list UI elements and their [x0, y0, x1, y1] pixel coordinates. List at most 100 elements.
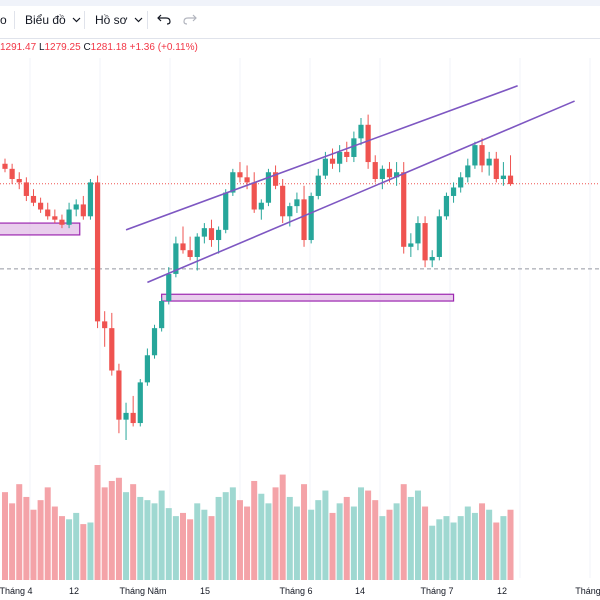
candle-body [344, 151, 350, 157]
candle-body [94, 182, 101, 322]
candle-body [429, 256, 435, 261]
candle-body [265, 172, 272, 203]
volume-bar [251, 480, 258, 580]
candle-body [159, 301, 165, 329]
candle-body [30, 195, 37, 203]
candle-body [358, 124, 364, 139]
volume-bar [443, 516, 450, 580]
tab-fragment[interactable]: o [0, 10, 7, 30]
time-axis-label: Tháng 6 [279, 586, 312, 596]
redo-icon[interactable] [183, 13, 197, 25]
chart-menu-button[interactable]: Biểu đồ [25, 10, 81, 30]
time-axis-label: 14 [355, 586, 365, 596]
volume-bar [108, 480, 115, 580]
candle-body [16, 179, 22, 183]
volume-bar [286, 496, 293, 580]
volume-bar [272, 487, 279, 580]
volume-bar [350, 506, 357, 580]
volume-bar [493, 522, 500, 580]
volume-bar [80, 524, 87, 580]
volume-bar [464, 506, 471, 580]
candle-body [73, 204, 79, 210]
time-axis-label: Tháng 7 [420, 586, 453, 596]
candle-body [379, 168, 385, 180]
volume-bar [194, 503, 201, 580]
ohlc-close: 1281.18 [90, 42, 127, 53]
time-axis-label: Tháng Năm [119, 586, 166, 596]
candle-body [329, 158, 336, 164]
candle-body [244, 177, 250, 183]
volume-bar [315, 500, 322, 580]
price-chart[interactable]: Tháng 4 12 Tháng Năm 15 Tháng 6 14 Tháng 7 12 Th… [0, 38, 600, 600]
volume-bar [123, 492, 130, 580]
candle-body [194, 236, 200, 257]
support-zones[interactable] [0, 222, 455, 302]
candle-body [237, 172, 243, 178]
volume-bar [165, 508, 172, 580]
toolbar-divider [14, 11, 15, 29]
candle-body [2, 163, 8, 169]
undo-icon[interactable] [157, 13, 171, 25]
volume-bar [479, 503, 486, 580]
volume-bar [37, 500, 44, 580]
tab-fragment-label: o [0, 13, 7, 27]
candle-body [458, 177, 464, 188]
ohlc-high: 1291.47 [0, 42, 37, 53]
chevron-down-icon [134, 17, 142, 23]
candle-body [322, 158, 328, 176]
volume-bar [215, 496, 222, 580]
candle-body [109, 328, 115, 371]
volume-bar [130, 484, 137, 580]
candle-body [301, 199, 307, 241]
candle-body [201, 228, 207, 237]
ohlc-low: 1279.25 [44, 42, 81, 53]
candlesticks [2, 114, 514, 440]
candle-body [308, 195, 314, 241]
chart-menu-label: Biểu đồ [25, 13, 66, 27]
volume-bar [407, 496, 414, 580]
candle-body [280, 185, 286, 217]
volume-bar [23, 496, 30, 580]
candle-body [258, 202, 264, 210]
trendline[interactable] [125, 85, 518, 231]
top-toolbar: o Biểu đồ Hồ sơ [0, 0, 600, 39]
volume-bar [414, 490, 421, 580]
volume-bar [379, 516, 386, 580]
volume-bar [393, 503, 400, 580]
candle-body [216, 229, 222, 241]
volume-bar [16, 484, 23, 580]
volume-bar [229, 487, 236, 580]
candle-body [493, 158, 499, 180]
volume-bar [115, 477, 122, 580]
candle-body [137, 382, 143, 424]
volume-bar [94, 465, 101, 580]
trend-channel[interactable] [125, 85, 575, 284]
candle-body [144, 355, 150, 383]
chevron-down-icon [72, 17, 81, 23]
profile-menu-button[interactable]: Hồ sơ [95, 10, 143, 30]
volume-bar [400, 484, 407, 580]
candle-body [187, 250, 193, 257]
time-axis-label: 12 [69, 586, 79, 596]
candle-body [465, 165, 471, 178]
volume-bar [322, 490, 329, 580]
candle-body [45, 209, 51, 217]
candle-body [230, 172, 236, 193]
trendline[interactable] [147, 100, 575, 284]
candle-body [450, 187, 457, 196]
volume-bar [30, 509, 37, 580]
toolbar-divider [147, 11, 148, 29]
candle-body [52, 216, 58, 220]
volume-bar [436, 519, 443, 580]
volume-bar [51, 506, 58, 580]
candle-body [315, 175, 321, 196]
volume-bar [151, 503, 158, 580]
candle-body [337, 151, 343, 164]
volume-bar [58, 516, 65, 580]
candle-body [23, 182, 29, 196]
symbol-strip [0, 0, 600, 6]
candle-body [59, 219, 65, 225]
volume-bar [208, 516, 215, 580]
candle-body [436, 216, 442, 257]
ohlc-legend: 1291.47 L1279.25 C1281.18 +1.36 (+0.11%) [0, 42, 198, 53]
